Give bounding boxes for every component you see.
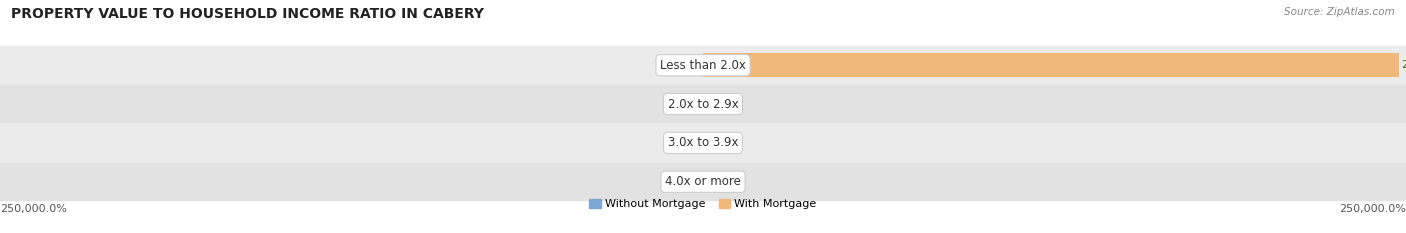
Bar [703, 53, 1399, 77]
Text: 3.7%: 3.7% [706, 177, 734, 187]
Text: 0.0%: 0.0% [672, 177, 700, 187]
Text: 20.0%: 20.0% [665, 99, 700, 109]
Text: 247,685.2%: 247,685.2% [1402, 60, 1406, 70]
Text: 74.1%: 74.1% [706, 99, 741, 109]
Text: PROPERTY VALUE TO HOUSEHOLD INCOME RATIO IN CABERY: PROPERTY VALUE TO HOUSEHOLD INCOME RATIO… [11, 7, 484, 21]
FancyBboxPatch shape [0, 123, 1406, 162]
Text: 2.0x to 2.9x: 2.0x to 2.9x [668, 98, 738, 111]
Text: Source: ZipAtlas.com: Source: ZipAtlas.com [1284, 7, 1395, 17]
FancyBboxPatch shape [0, 85, 1406, 123]
Text: Less than 2.0x: Less than 2.0x [659, 59, 747, 72]
FancyBboxPatch shape [0, 46, 1406, 85]
Text: 3.0x to 3.9x: 3.0x to 3.9x [668, 136, 738, 149]
Text: 11.1%: 11.1% [706, 138, 741, 148]
Text: 250,000.0%: 250,000.0% [0, 204, 67, 214]
Text: 55.0%: 55.0% [665, 60, 700, 70]
Text: 250,000.0%: 250,000.0% [1339, 204, 1406, 214]
FancyBboxPatch shape [0, 162, 1406, 201]
Text: 17.5%: 17.5% [665, 138, 700, 148]
Legend: Without Mortgage, With Mortgage: Without Mortgage, With Mortgage [589, 199, 817, 209]
Text: 4.0x or more: 4.0x or more [665, 175, 741, 188]
